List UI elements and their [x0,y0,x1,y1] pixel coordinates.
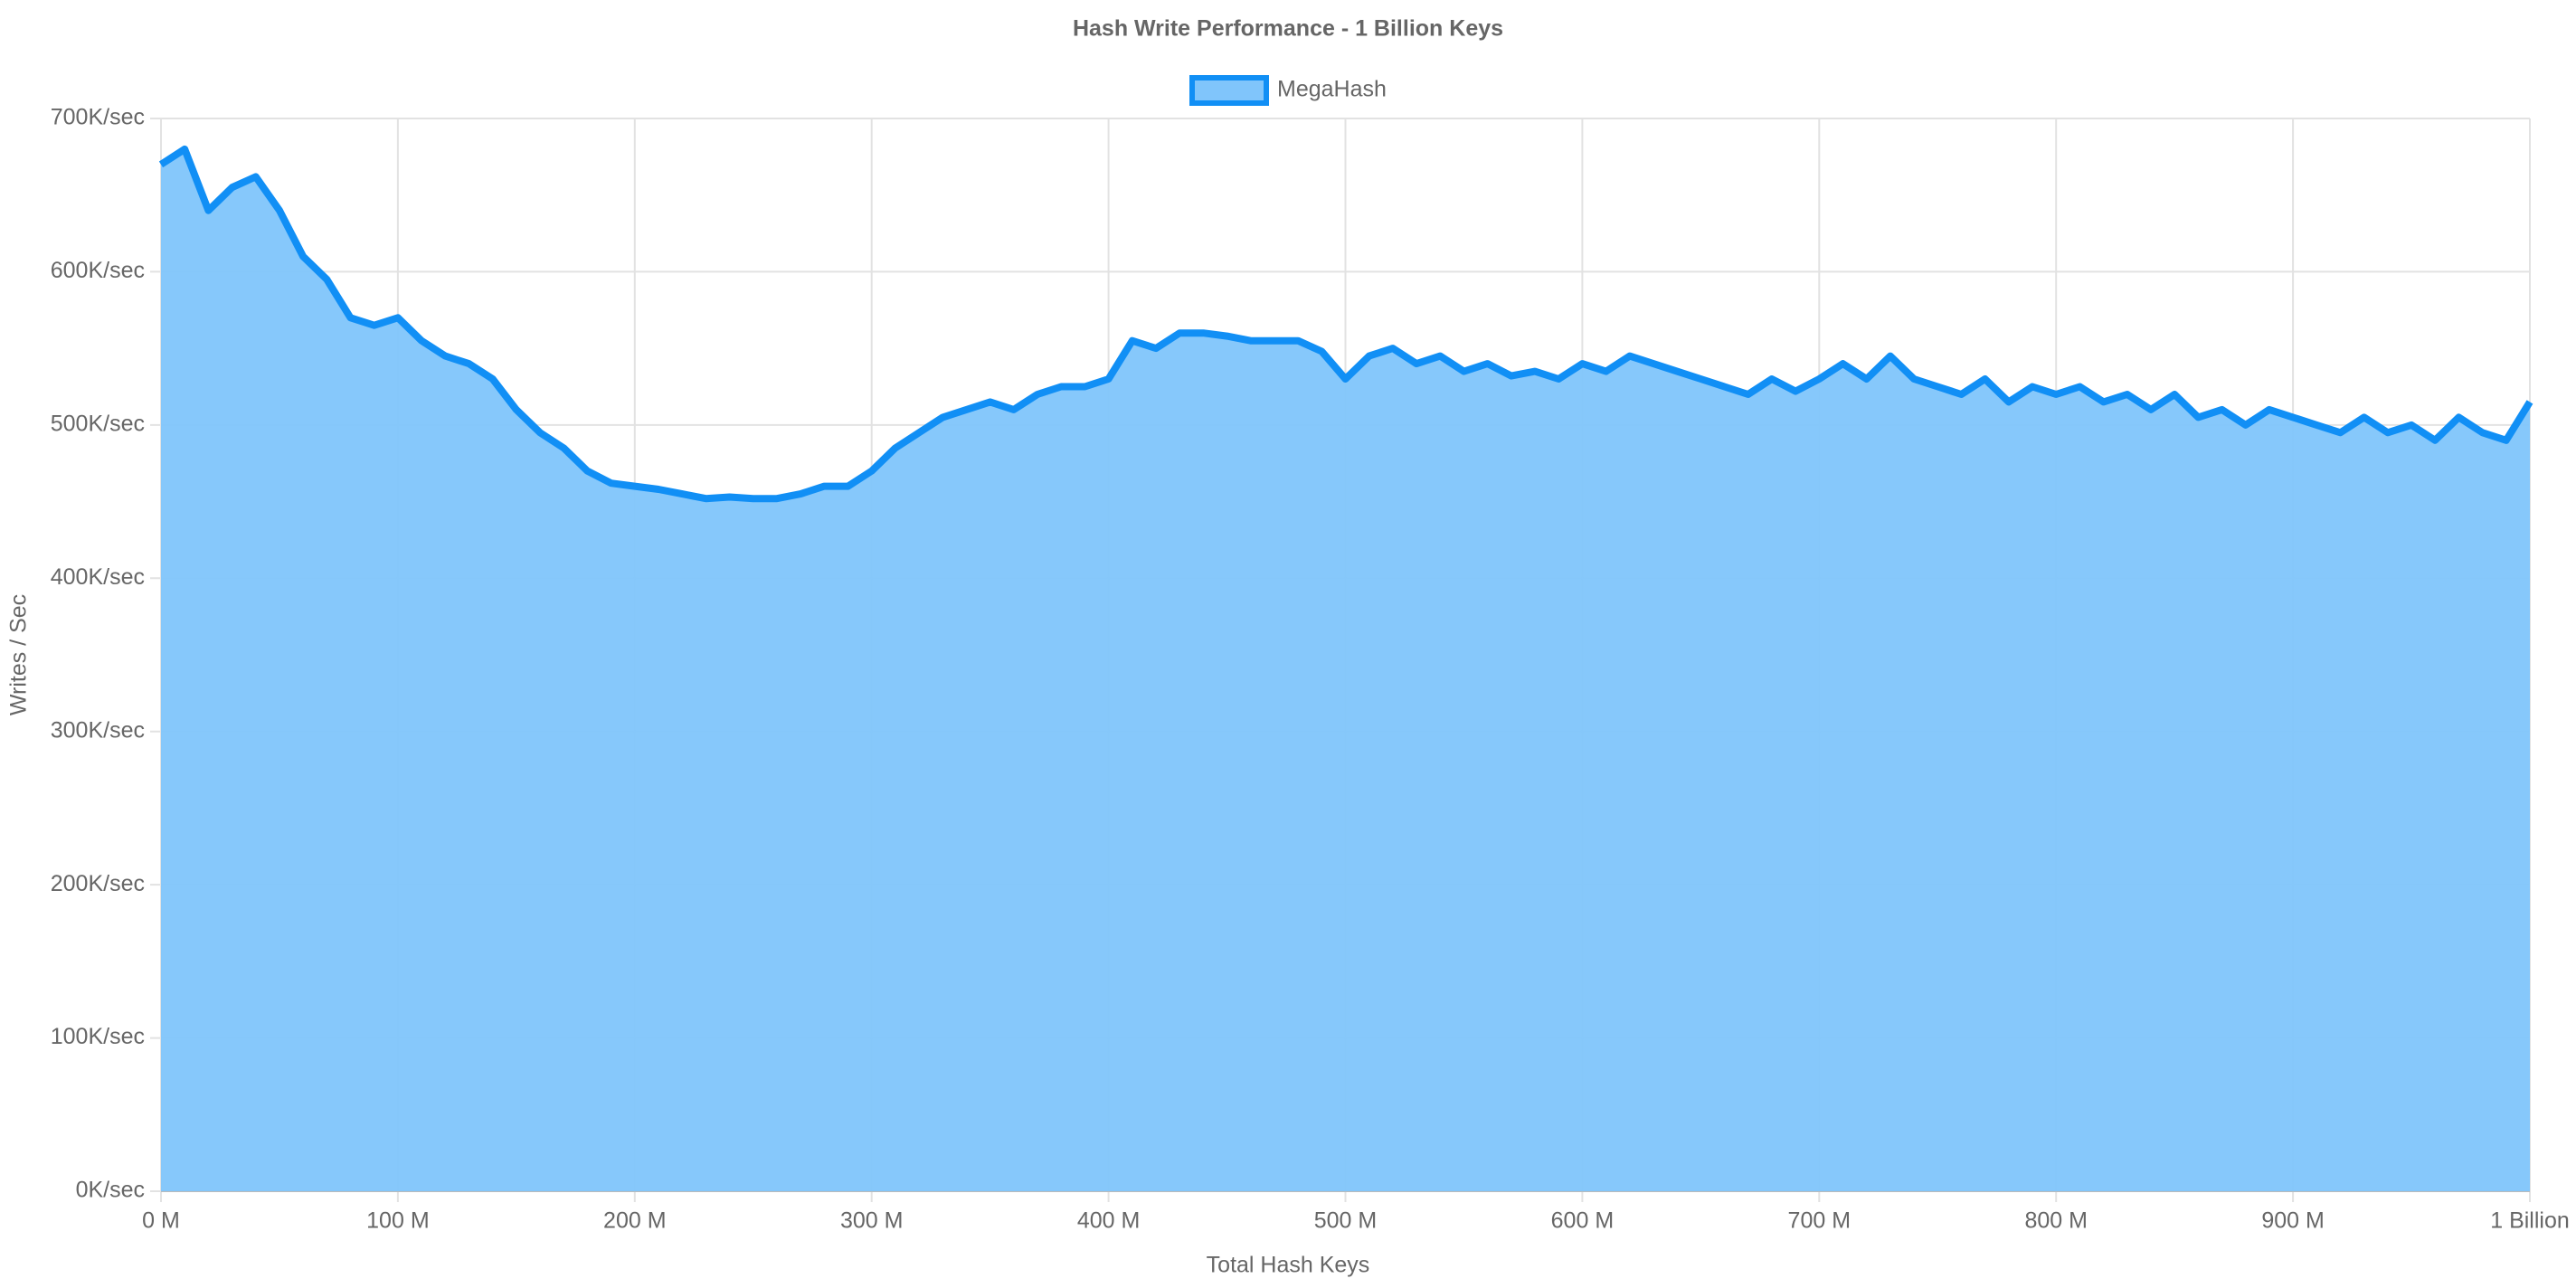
legend-swatch [1189,75,1269,106]
chart-title: Hash Write Performance - 1 Billion Keys [1073,16,1503,42]
y-tick-label: 0K/sec [76,1178,145,1203]
x-tick-label: 800 M [2024,1208,2087,1234]
data-line [158,145,2533,503]
x-tick-label: 900 M [2261,1208,2324,1234]
x-tick-label: 100 M [366,1208,429,1234]
y-tick-label: 500K/sec [51,411,145,436]
y-tick-label: 400K/sec [51,564,145,590]
y-tick-label: 100K/sec [51,1024,145,1049]
x-tick-label: 400 M [1077,1208,1140,1234]
y-tick-label: 600K/sec [51,258,145,283]
x-tick-label: 300 M [840,1208,903,1234]
x-axis-label: Total Hash Keys [1207,1253,1370,1278]
x-tick-label: 1 Billion [2490,1208,2570,1234]
y-axis-label: Writes / Sec [6,594,32,715]
x-tick-label: 500 M [1314,1208,1377,1234]
x-tick-label: 200 M [603,1208,666,1234]
y-tick-label: 200K/sec [51,871,145,896]
area-fill [161,148,2530,1191]
y-tick-label: 700K/sec [51,105,145,130]
x-tick-label: 600 M [1551,1208,1614,1234]
x-tick-label: 700 M [1788,1208,1851,1234]
y-tick-label: 300K/sec [51,717,145,743]
x-tick-label: 0 M [142,1208,180,1234]
legend-label: MegaHash [1277,77,1387,102]
